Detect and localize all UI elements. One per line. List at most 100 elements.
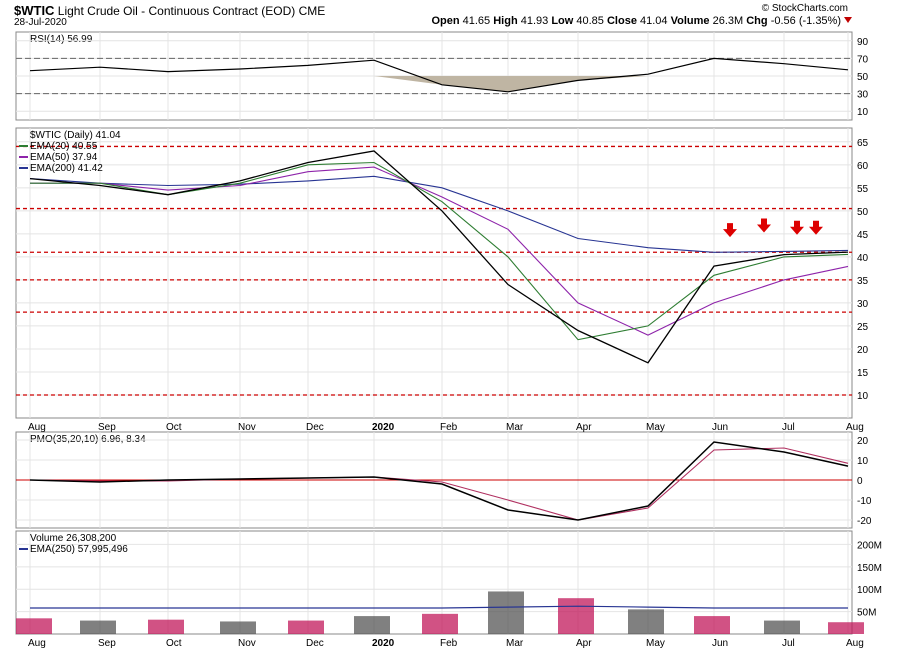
legend-label-1: EMA(20) 40.55 xyxy=(30,141,98,152)
volume-value: 26.3M xyxy=(712,15,744,27)
brand-label: © StockCharts.com xyxy=(761,3,848,14)
legend-label-3: EMA(200) 41.42 xyxy=(30,163,103,174)
ema50-series-line xyxy=(30,166,849,336)
pmo-y-tick-label-2: 0 xyxy=(857,476,863,487)
price-y-tick-label-1: 60 xyxy=(857,161,869,172)
price-series-line xyxy=(29,150,849,364)
price-x-tick-label-6: Feb xyxy=(440,422,458,433)
volume-bar-0 xyxy=(16,618,52,634)
price-x-tick-label-3: Nov xyxy=(238,422,256,433)
price-x-tick-label-4: Dec xyxy=(306,422,324,433)
volume-bar-12 xyxy=(828,622,864,634)
pmo-y-tick-label-4: -20 xyxy=(857,516,872,527)
ema200-series-line xyxy=(29,175,849,253)
volume-bar-11 xyxy=(764,620,800,634)
price-y-tick-label-6: 35 xyxy=(857,276,869,287)
volume-bar-1 xyxy=(80,620,116,634)
volume-x-tick-label-5: 2020 xyxy=(372,638,395,649)
volume-x-tick-label-12: Aug xyxy=(846,638,864,649)
volume-bar-4 xyxy=(288,620,324,634)
volume-y-tick-label-2: 100M xyxy=(857,585,882,596)
volume-x-tick-label-1: Sep xyxy=(98,638,116,649)
volume-legend-label: EMA(250) 57,995,496 xyxy=(30,544,128,555)
price-y-tick-label-4: 45 xyxy=(857,230,869,241)
volume-x-tick-label-8: Apr xyxy=(576,638,592,649)
price-x-tick-label-0: Aug xyxy=(28,422,46,433)
volume-x-tick-label-4: Dec xyxy=(306,638,324,649)
instrument-name: Light Crude Oil - Continuous Contract (E… xyxy=(57,4,296,18)
volume-y-tick-label-1: 150M xyxy=(857,563,882,574)
chart-title: $WTIC Light Crude Oil - Continuous Contr… xyxy=(14,3,325,18)
price-panel-frame xyxy=(15,127,853,419)
volume-y-tick-label-0: 200M xyxy=(857,540,882,551)
volume-x-tick-label-11: Jul xyxy=(782,638,795,649)
rsi-panel-title: RSI(14) 56.99 xyxy=(30,34,93,45)
open-label: Open xyxy=(431,15,460,27)
price-y-tick-label-8: 25 xyxy=(857,322,869,333)
price-x-tick-label-11: Jul xyxy=(782,422,795,433)
price-x-tick-label-10: Jun xyxy=(712,422,728,433)
volume-bar-6 xyxy=(422,613,458,634)
low-label: Low xyxy=(551,15,574,27)
rsi-y-tick-label-0: 90 xyxy=(857,37,869,48)
pmo-y-tick-label-3: -10 xyxy=(857,496,872,507)
rsi-series-line xyxy=(29,57,849,93)
volume-bar-9 xyxy=(628,609,664,634)
volume-x-tick-label-9: May xyxy=(646,638,665,649)
volume-bar-3 xyxy=(220,621,256,634)
symbol-label: $WTIC xyxy=(14,3,55,18)
price-x-tick-label-5: 2020 xyxy=(372,422,395,433)
pmo-y-tick-label-1: 10 xyxy=(857,456,869,467)
volume-bar-8 xyxy=(558,598,594,634)
volume-bar-5 xyxy=(354,616,390,634)
close-label: Close xyxy=(606,15,637,27)
price-y-tick-label-3: 50 xyxy=(857,207,869,218)
volume-bar-10 xyxy=(694,616,730,634)
rsi-y-tick-label-3: 30 xyxy=(857,90,869,101)
rsi-y-tick-label-4: 10 xyxy=(857,107,869,118)
price-panel-title: $WTIC (Daily) 41.04 xyxy=(30,130,121,141)
low-value: 40.85 xyxy=(576,15,604,27)
quote-summary: Open 41.65 High 41.93 Low 40.85 Close 41… xyxy=(431,15,852,27)
chg-value: -0.56 (-1.35%) xyxy=(770,15,841,27)
price-y-tick-label-9: 20 xyxy=(857,345,869,356)
legend-label-2: EMA(50) 37.94 xyxy=(30,152,98,163)
volume-y-tick-label-3: 50M xyxy=(857,608,876,619)
volume-bar-7 xyxy=(488,591,524,634)
volume-ema-line xyxy=(30,605,848,609)
down-arrow-icon xyxy=(844,17,852,23)
price-x-tick-label-8: Apr xyxy=(576,422,592,433)
price-y-tick-label-10: 15 xyxy=(857,368,869,379)
volume-x-tick-label-7: Mar xyxy=(506,638,524,649)
price-x-tick-label-1: Sep xyxy=(98,422,116,433)
annotation-arrow-0 xyxy=(723,223,737,238)
high-label: High xyxy=(493,15,518,27)
close-value: 41.04 xyxy=(640,15,668,27)
volume-x-tick-label-0: Aug xyxy=(28,638,46,649)
volume-x-tick-label-2: Oct xyxy=(166,638,182,649)
chg-label: Chg xyxy=(746,15,768,27)
open-value: 41.65 xyxy=(462,15,491,27)
price-y-tick-label-11: 10 xyxy=(857,391,869,402)
volume-label: Volume xyxy=(670,15,710,27)
high-value: 41.93 xyxy=(520,15,549,27)
price-y-tick-label-2: 55 xyxy=(857,184,869,195)
price-y-tick-label-7: 30 xyxy=(857,299,869,310)
rsi-y-tick-label-1: 70 xyxy=(857,54,869,65)
price-y-tick-label-5: 40 xyxy=(857,253,869,264)
rsi-y-tick-label-2: 50 xyxy=(857,72,869,83)
price-x-tick-label-9: May xyxy=(646,422,665,433)
volume-bar-2 xyxy=(148,619,184,634)
exchange-label: CME xyxy=(298,4,326,18)
pmo-series-line xyxy=(29,441,849,521)
annotation-arrow-3 xyxy=(809,220,823,235)
annotation-arrow-1 xyxy=(757,218,771,233)
price-x-tick-label-7: Mar xyxy=(506,422,524,433)
price-x-tick-label-2: Oct xyxy=(166,422,182,433)
chart-header: $WTIC Light Crude Oil - Continuous Contr… xyxy=(0,0,900,30)
chart-date: 28-Jul-2020 xyxy=(14,17,67,28)
price-y-tick-label-0: 65 xyxy=(857,138,869,149)
pmo-signal-line xyxy=(29,447,849,521)
volume-x-tick-label-6: Feb xyxy=(440,638,458,649)
